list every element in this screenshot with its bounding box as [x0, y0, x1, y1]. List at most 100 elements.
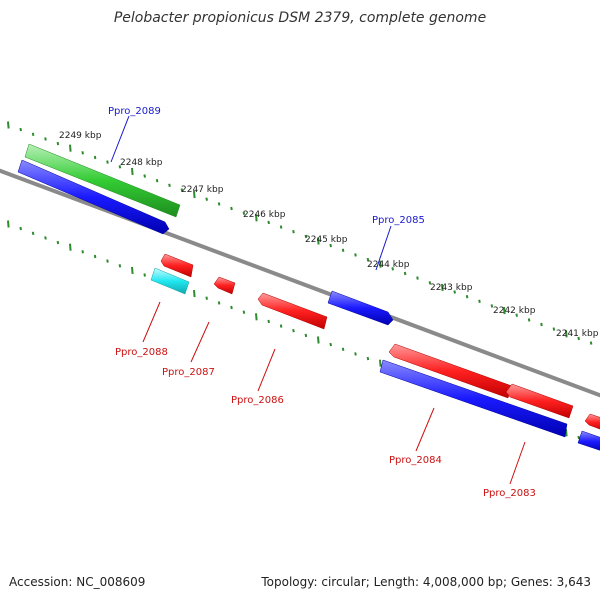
minor-tick: [416, 276, 419, 280]
map-title: Pelobacter propionicus DSM 2379, complet…: [114, 10, 486, 26]
gene-feature-blue[interactable]: [379, 359, 568, 438]
major-tick: [503, 307, 506, 315]
kbp-label: 2248 kbp: [120, 158, 163, 168]
major-tick: [131, 167, 134, 175]
minor-tick: [490, 304, 494, 308]
major-tick: [69, 243, 72, 251]
minor-tick: [279, 324, 283, 328]
minor-tick: [106, 160, 109, 164]
minor-tick: [292, 230, 295, 234]
kbp-label: 2242 kbp: [493, 306, 536, 316]
minor-tick: [304, 234, 308, 239]
minor-tick: [19, 226, 22, 231]
label-leader-lines: [110, 115, 526, 485]
minor-tick: [453, 290, 456, 294]
minor-tick: [56, 240, 60, 245]
major-tick: [317, 336, 320, 344]
kbp-label: 2244 kbp: [367, 260, 410, 270]
minor-tick: [230, 206, 233, 211]
minor-tick: [540, 322, 543, 327]
upper-tick-row: [7, 121, 593, 345]
minor-tick: [143, 174, 146, 178]
major-tick: [131, 266, 134, 274]
minor-tick: [31, 231, 35, 235]
gene-feature-blue[interactable]: [577, 430, 600, 452]
minor-tick: [44, 236, 47, 240]
minor-tick: [93, 155, 97, 160]
minor-tick: [267, 319, 270, 324]
gene-label-ppro-2089[interactable]: Ppro_2089: [108, 106, 161, 117]
gene-label-ppro-2086[interactable]: Ppro_2086: [231, 395, 284, 406]
minor-tick: [329, 243, 332, 248]
kbp-label-group: 2249 kbp 2248 kbp 2247 kbp 2246 kbp 2245…: [59, 131, 599, 339]
minor-tick: [279, 225, 283, 229]
minor-tick: [31, 132, 35, 136]
major-tick: [379, 260, 382, 268]
gene-feature-green[interactable]: [24, 143, 181, 218]
minor-tick: [354, 253, 357, 257]
major-tick: [7, 121, 10, 129]
minor-tick: [93, 254, 97, 259]
minor-tick: [329, 342, 332, 347]
minor-tick: [81, 250, 84, 254]
minor-tick: [205, 197, 208, 201]
leader-line: [375, 225, 392, 271]
kbp-label: 2245 kbp: [305, 235, 348, 245]
gene-label-ppro-2087[interactable]: Ppro_2087: [162, 367, 215, 378]
genome-backbone: [0, 168, 600, 398]
minor-tick: [118, 165, 122, 169]
kbp-label: 2249 kbp: [59, 131, 102, 141]
gene-feature-red[interactable]: [505, 383, 574, 419]
gene-feature-red[interactable]: [257, 292, 328, 330]
leader-line: [257, 348, 276, 392]
minor-tick: [81, 151, 84, 155]
major-tick: [379, 359, 382, 367]
major-tick: [7, 220, 10, 228]
minor-tick: [205, 296, 208, 300]
major-tick: [193, 290, 196, 298]
minor-tick: [366, 257, 370, 262]
minor-tick: [267, 220, 270, 225]
minor-tick: [217, 202, 221, 206]
minor-tick: [577, 336, 580, 341]
minor-tick: [577, 435, 580, 440]
kbp-label: 2246 kbp: [243, 210, 286, 220]
minor-tick: [478, 299, 481, 303]
gene-feature-red[interactable]: [160, 253, 194, 278]
minor-tick: [515, 313, 518, 317]
gene-label-ppro-2083[interactable]: Ppro_2083: [483, 488, 536, 499]
major-tick: [565, 330, 568, 338]
minor-tick: [19, 127, 22, 132]
minor-tick: [292, 329, 295, 333]
gene-label-ppro-2084[interactable]: Ppro_2084: [389, 455, 442, 466]
gene-feature-blue[interactable]: [327, 290, 394, 326]
leader-line: [110, 115, 130, 163]
leader-line: [509, 441, 526, 485]
minor-tick: [44, 137, 47, 141]
major-tick: [193, 191, 196, 199]
minor-tick: [106, 259, 109, 263]
leader-line: [142, 301, 161, 343]
gene-label-ppro-2088[interactable]: Ppro_2088: [115, 347, 168, 358]
minor-tick: [180, 188, 184, 192]
minor-tick: [366, 356, 370, 361]
minor-tick: [527, 318, 531, 322]
minor-tick: [143, 273, 146, 277]
gene-feature-cyan[interactable]: [150, 267, 190, 295]
gene-feature-red[interactable]: [584, 413, 600, 431]
minor-tick: [168, 183, 171, 187]
minor-tick: [391, 267, 394, 271]
genome-summary-text: Topology: circular; Length: 4,008,000 bp…: [260, 575, 591, 589]
gene-feature-red[interactable]: [213, 276, 236, 295]
minor-tick: [56, 141, 60, 146]
minor-tick: [118, 264, 122, 268]
kbp-label: 2247 kbp: [181, 185, 224, 195]
minor-tick: [341, 347, 345, 351]
gene-feature-blue[interactable]: [17, 159, 170, 235]
minor-tick: [242, 211, 246, 215]
kbp-label: 2243 kbp: [430, 283, 473, 293]
leader-line: [415, 407, 435, 452]
minor-tick: [403, 271, 407, 276]
gene-label-ppro-2085[interactable]: Ppro_2085: [372, 215, 425, 226]
